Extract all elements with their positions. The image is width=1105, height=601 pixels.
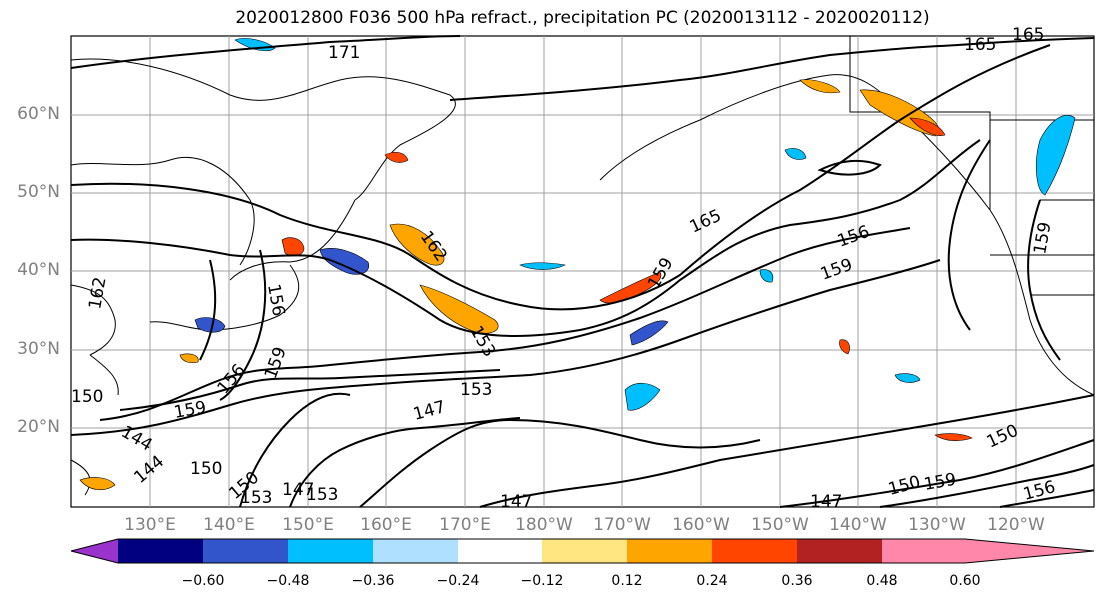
refractivity-contours xyxy=(70,35,1095,508)
colorbar-tick: −0.48 xyxy=(266,573,310,589)
graticule xyxy=(71,36,1094,507)
lon-label: 140°W xyxy=(829,515,887,535)
lat-label: 30°N xyxy=(17,339,60,359)
colorbar-segment xyxy=(288,539,373,563)
lon-label: 130°E xyxy=(124,515,176,535)
contour-label: 147 xyxy=(500,492,532,512)
contour-label: 153 xyxy=(460,380,492,400)
colorbar-tick: −0.60 xyxy=(181,573,225,589)
colorbar-segment xyxy=(118,539,203,563)
lon-label: 150°E xyxy=(282,515,334,535)
colorbar-segment xyxy=(712,539,797,563)
lat-label: 50°N xyxy=(17,182,60,202)
colorbar-segment xyxy=(458,539,542,563)
contour-label: 150 xyxy=(190,459,222,479)
colorbar-tick: 0.60 xyxy=(949,573,981,589)
contour-label: 153 xyxy=(240,488,272,508)
colorbar-tick: −0.36 xyxy=(351,573,395,589)
contour-label: 147 xyxy=(282,480,314,500)
contour-label: 165 xyxy=(964,35,996,55)
colorbar-segment xyxy=(797,539,882,563)
contour-label: 147 xyxy=(810,492,842,512)
lat-label: 60°N xyxy=(17,104,60,124)
colorbar-tick: −0.12 xyxy=(520,573,564,589)
lat-label: 20°N xyxy=(17,417,60,437)
lat-label: 40°N xyxy=(17,260,60,280)
colorbar-tick: 0.48 xyxy=(866,573,898,589)
colorbar-tick: 0.24 xyxy=(696,573,728,589)
colorbar-tick: 0.36 xyxy=(781,573,813,589)
precip-patches xyxy=(79,38,1076,490)
colorbar-segment xyxy=(542,539,627,563)
lon-label: 170°W xyxy=(593,515,651,535)
colorbar-segment xyxy=(882,539,965,563)
colorbar-segment xyxy=(373,539,458,563)
lon-label: 140°E xyxy=(203,515,255,535)
colorbar-arrow-left xyxy=(71,539,118,563)
lon-label: 150°W xyxy=(751,515,809,535)
colorbar xyxy=(70,538,1095,564)
colorbar-arrow-right xyxy=(965,539,1094,563)
colorbar-segment xyxy=(203,539,288,563)
contour-label: 165 xyxy=(1012,25,1044,45)
colorbar-segment xyxy=(627,539,712,563)
contour-label: 150 xyxy=(71,387,103,407)
colorbar-tick: 0.12 xyxy=(611,573,643,589)
lon-label: 160°E xyxy=(360,515,412,535)
lon-label: 120°W xyxy=(987,515,1045,535)
lon-label: 170°E xyxy=(439,515,491,535)
contour-label: 171 xyxy=(328,43,360,63)
colorbar-tick: −0.24 xyxy=(436,573,480,589)
map-title: 2020012800 F036 500 hPa refract., precip… xyxy=(235,8,930,28)
contour-label: 153 xyxy=(306,485,338,505)
lon-label: 130°W xyxy=(908,515,966,535)
lon-label: 160°W xyxy=(672,515,730,535)
lon-label: 180°W xyxy=(515,515,573,535)
